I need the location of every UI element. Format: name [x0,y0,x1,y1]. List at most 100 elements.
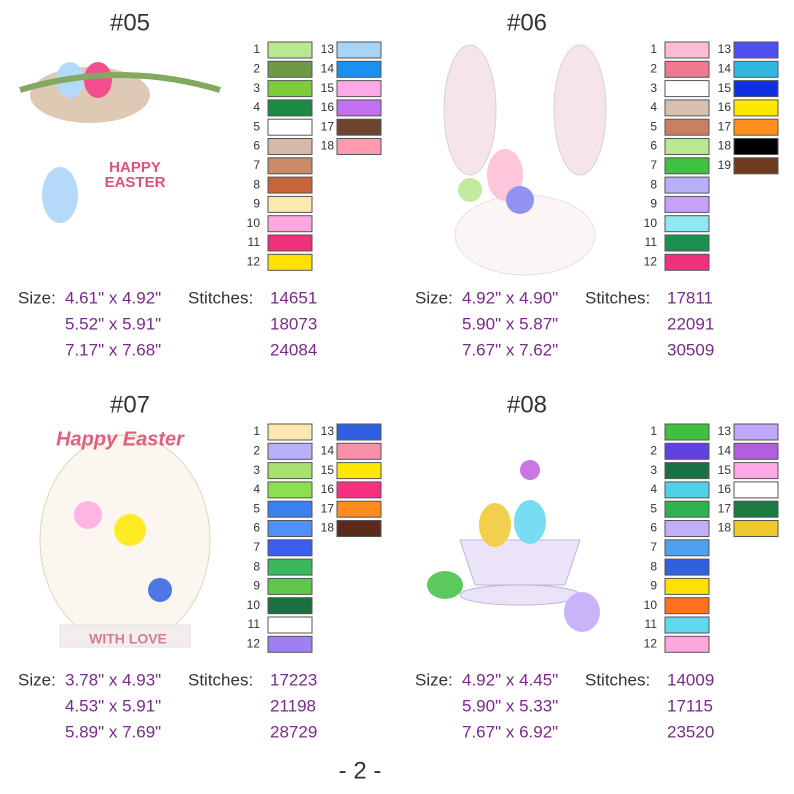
color-swatch [336,442,382,460]
stitch-count: 23520 [667,722,714,741]
color-number: 2 [253,443,260,457]
color-swatch [664,118,710,136]
art-text: Happy Easter [56,428,185,450]
color-number: 10 [644,216,658,230]
color-swatch [267,577,313,595]
color-swatch [664,80,710,98]
stitch-count: 14651 [270,288,317,307]
color-number: 11 [248,235,261,249]
color-swatch [336,41,382,59]
color-swatch [733,462,779,480]
design-title: #08 [507,391,547,418]
color-swatch [664,253,710,271]
color-number: 5 [253,501,260,515]
color-number: 6 [650,139,657,153]
color-number: 18 [321,521,335,535]
color-swatch [664,539,710,557]
color-number: 15 [718,463,732,477]
color-swatch [664,635,710,653]
color-swatch [664,597,710,615]
color-number: 11 [645,617,658,631]
stitches-label: Stitches: [188,288,253,307]
color-number: 7 [650,540,657,554]
color-swatch [733,41,779,59]
color-swatch [267,60,313,78]
color-number: 10 [644,598,658,612]
color-swatch [664,616,710,634]
color-number: 14 [321,61,335,75]
color-number: 8 [650,177,657,191]
stitch-count: 17223 [270,670,317,689]
color-swatch [336,423,382,441]
size-label: Size: [18,670,56,689]
art-text: EASTER [105,174,166,191]
color-swatch [267,597,313,615]
color-number: 17 [321,501,335,515]
color-swatch [267,442,313,460]
color-number: 8 [253,177,260,191]
color-swatch [267,41,313,59]
color-number: 15 [321,463,335,477]
color-swatch [664,41,710,59]
color-swatch [664,195,710,213]
color-number: 3 [253,463,260,477]
color-number: 6 [253,139,260,153]
color-number: 1 [253,42,260,56]
color-number: 4 [650,100,657,114]
art-05 [19,62,221,223]
size-value: 7.17" x 7.68" [65,340,161,359]
size-value: 7.67" x 6.92" [462,722,558,741]
color-number: 18 [718,521,732,535]
color-swatch [336,138,382,155]
color-swatch [336,500,382,518]
color-number: 10 [247,598,261,612]
stitch-count: 28729 [270,722,317,741]
color-number: 16 [321,482,335,496]
size-label: Size: [18,288,56,307]
color-number: 1 [650,424,657,438]
size-label: Size: [415,288,453,307]
color-number: 18 [718,139,732,153]
design-title: #05 [110,9,150,36]
color-swatch [267,195,313,213]
color-swatch [733,520,779,537]
color-swatch [267,635,313,653]
stitch-count: 17811 [667,288,713,307]
design-title: #07 [110,391,150,418]
color-number: 13 [718,424,732,438]
color-number: 13 [321,424,335,438]
color-swatch [664,481,710,499]
color-number: 5 [650,501,657,515]
page-number: - 2 - [339,757,382,784]
design-title: #06 [507,9,547,36]
color-swatch [336,118,382,136]
stitch-count: 14009 [667,670,714,689]
color-swatch [267,520,313,537]
size-value: 5.90" x 5.87" [462,314,558,333]
color-number: 15 [321,81,335,95]
color-number: 18 [321,139,335,153]
color-number: 6 [650,521,657,535]
stitches-label: Stitches: [585,288,650,307]
color-number: 17 [321,119,335,133]
color-number: 4 [253,100,260,114]
stitches-label: Stitches: [188,670,253,689]
color-swatch [664,60,710,78]
color-number: 7 [650,158,657,172]
color-number: 12 [644,636,658,650]
color-swatch [267,539,313,557]
stitch-count: 21198 [270,696,316,715]
color-swatch [664,577,710,595]
art-06 [443,44,607,276]
color-number: 7 [253,540,260,554]
color-number: 8 [253,559,260,573]
color-swatch [267,176,313,194]
color-number: 16 [718,482,732,496]
color-number: 19 [718,158,732,172]
color-swatch [267,80,313,98]
color-number: 5 [253,119,260,133]
size-value: 5.52" x 5.91" [65,314,161,333]
color-swatch [336,481,382,499]
color-number: 13 [321,42,335,56]
color-number: 10 [247,216,261,230]
